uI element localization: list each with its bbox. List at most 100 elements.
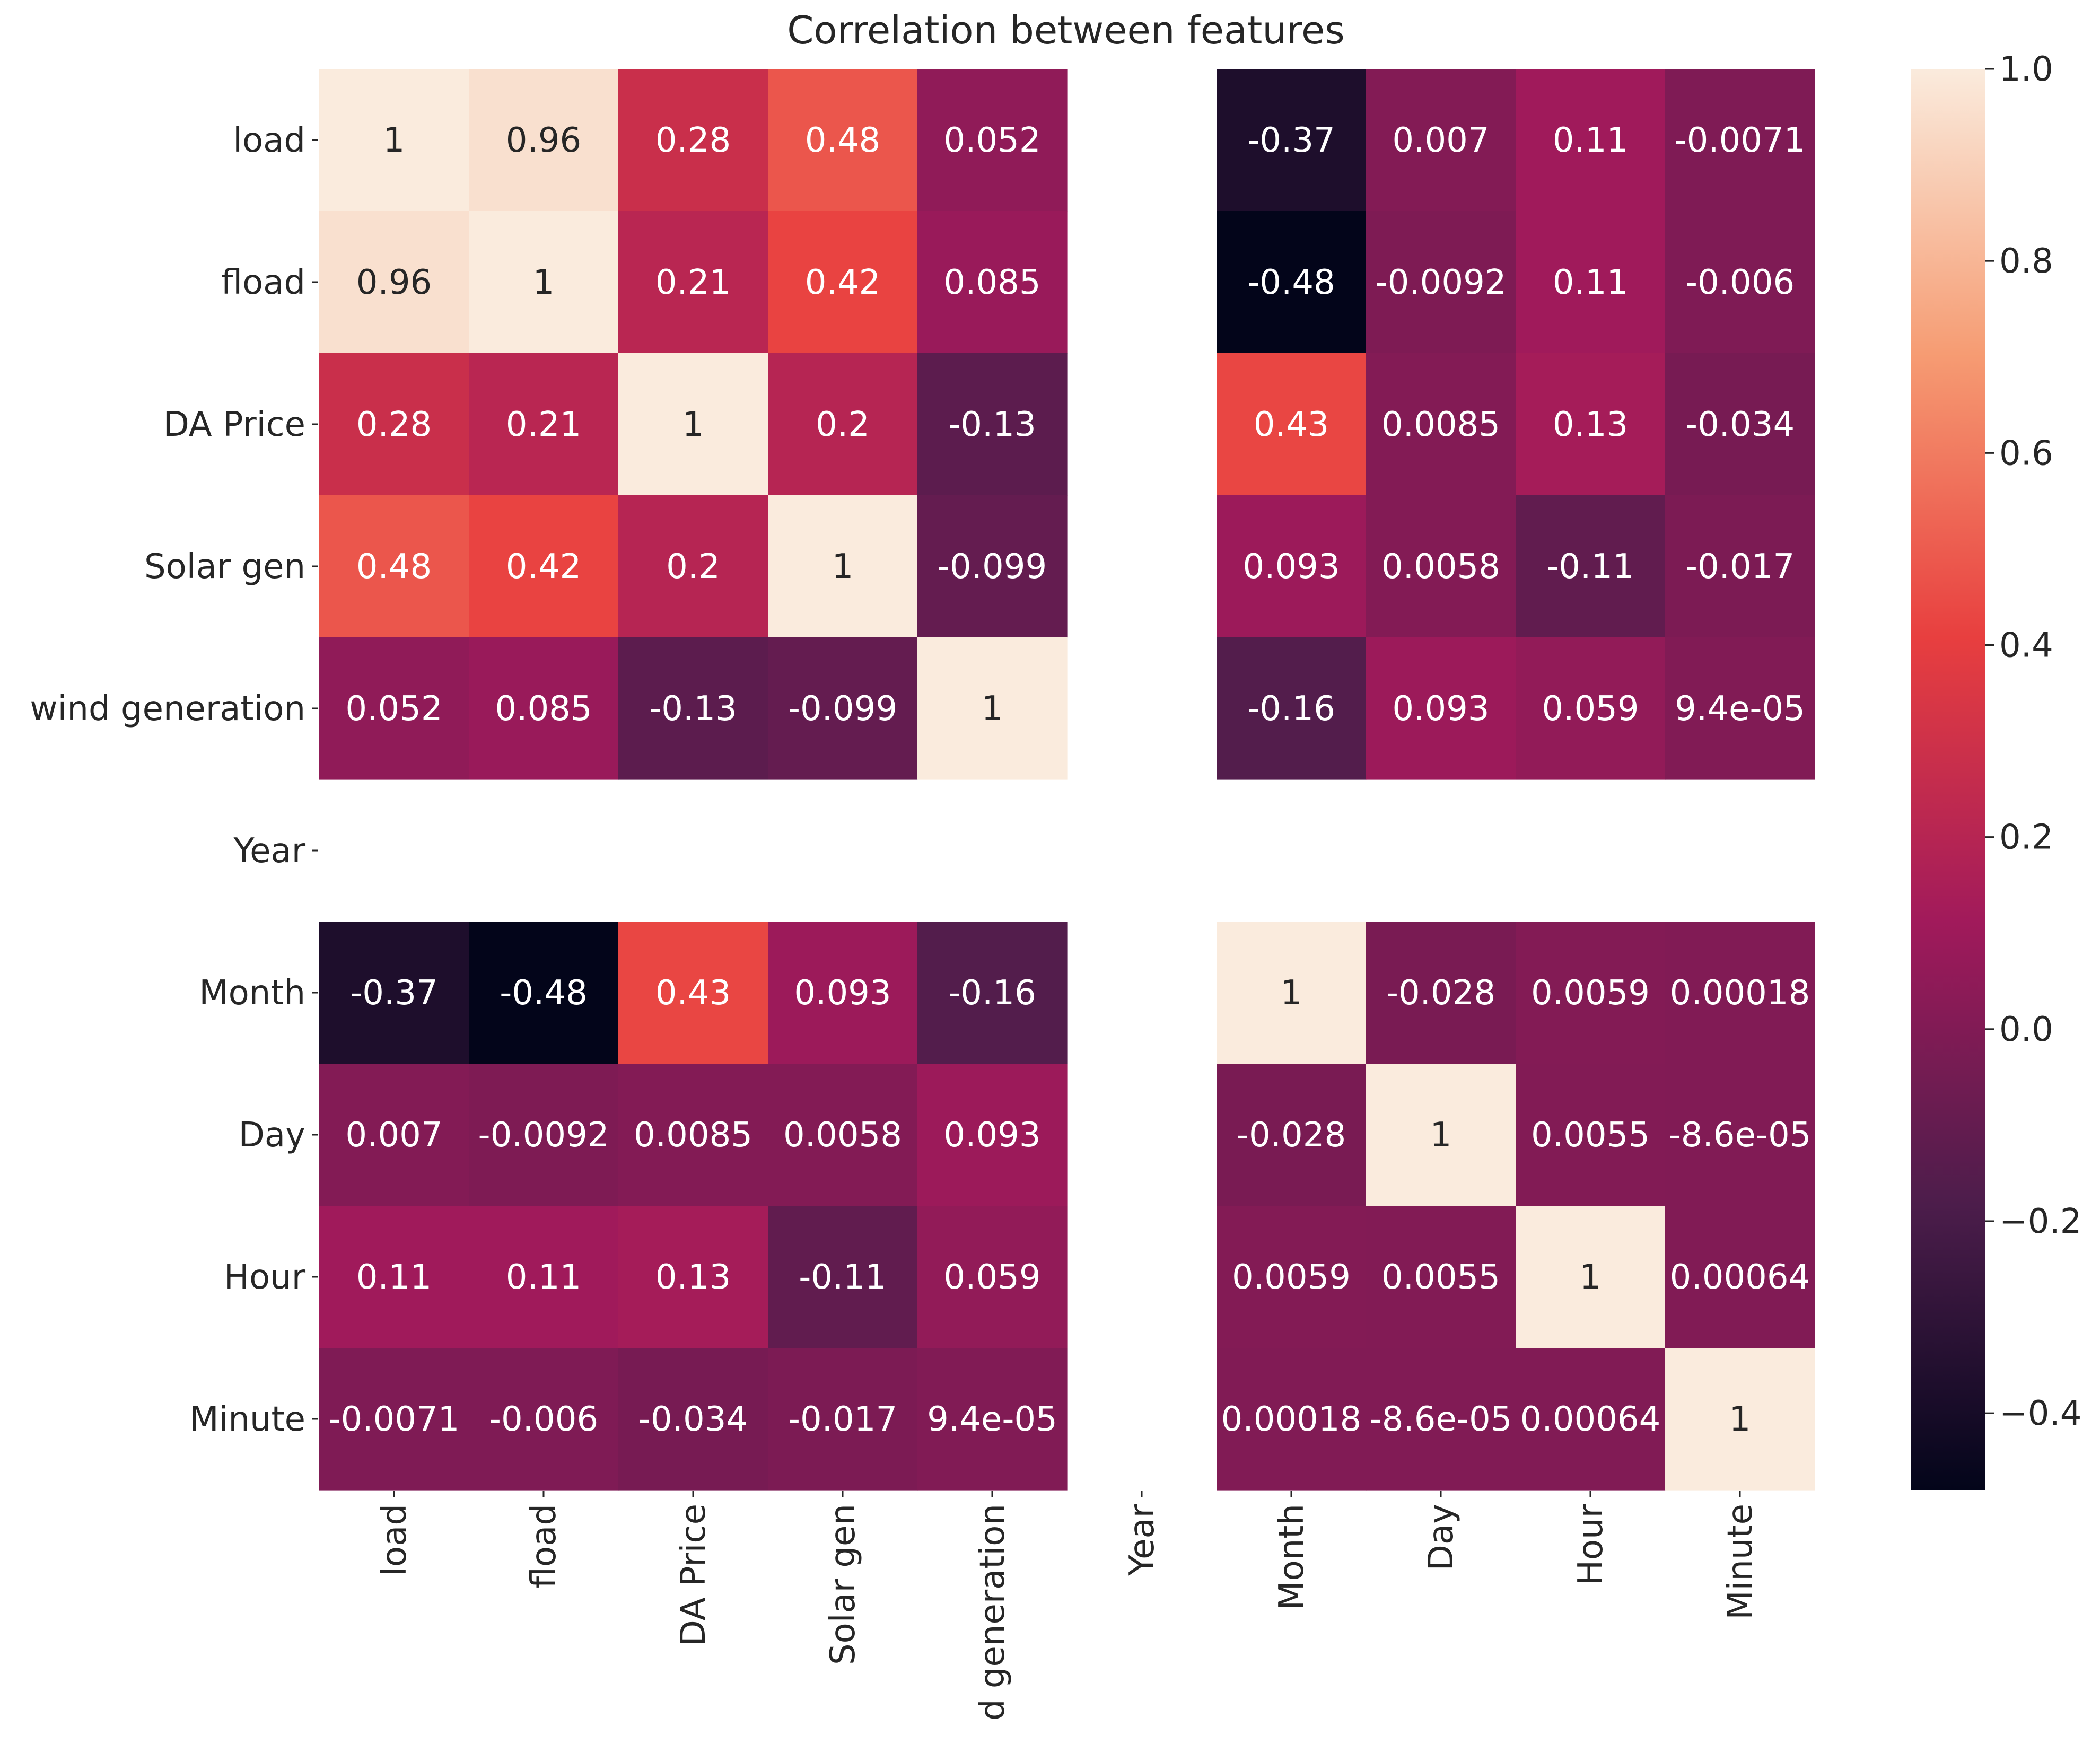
- heatmap-cell-r9-c9: [1665, 1348, 1815, 1491]
- heatmap-cell-r9-c7: [1366, 1348, 1516, 1491]
- heatmap-cell-r2-c2: [618, 353, 768, 496]
- heatmap-cell-r8-c3: [768, 1206, 918, 1348]
- cell-annotation-r9-c3: -0.017: [788, 1400, 897, 1439]
- colorbar-tick-label: 0.0: [1999, 1010, 2053, 1049]
- heatmap-cell-r8-c9: [1665, 1206, 1815, 1348]
- heatmap-cell-r9-c2: [618, 1348, 768, 1491]
- heatmap-cell-r1-c9: [1665, 211, 1815, 354]
- heatmap-cell-r0-c9: [1665, 69, 1815, 212]
- cell-annotation-r3-c3: 1: [832, 547, 854, 586]
- heatmap-cell-r7-c4: [917, 1064, 1068, 1206]
- x-tick-label: fload: [524, 1504, 564, 1588]
- heatmap-cell-r7-c7: [1366, 1064, 1516, 1206]
- heatmap-cell-r9-c6: [1217, 1348, 1367, 1491]
- cell-annotation-r2-c3: 0.2: [816, 405, 870, 444]
- colorbar-tick-label: 0.4: [1999, 626, 2053, 665]
- heatmap-cells: [319, 69, 1815, 1491]
- cell-annotation-r1-c2: 0.21: [655, 263, 731, 302]
- cell-annotation-r3-c4: -0.099: [938, 547, 1047, 586]
- heatmap-cell-r4-c8: [1516, 637, 1666, 780]
- heatmap-cell-r4-c3: [768, 637, 918, 780]
- heatmap-cell-r8-c6: [1217, 1206, 1367, 1348]
- cell-annotation-r9-c4: 9.4e-05: [927, 1400, 1057, 1439]
- y-tick-label: DA Price: [163, 405, 305, 444]
- chart-title: Correlation between features: [787, 8, 1345, 52]
- heatmap-cell-r1-c1: [469, 211, 619, 354]
- heatmap-cell-r4-c6: [1217, 637, 1367, 780]
- cell-annotation-r6-c4: -0.16: [948, 974, 1036, 1013]
- heatmap-cell-r4-c9: [1665, 637, 1815, 780]
- cell-annotation-r2-c0: 0.28: [356, 405, 432, 444]
- cell-annotation-r6-c1: -0.48: [500, 974, 588, 1013]
- cell-annotation-r0-c3: 0.48: [805, 121, 881, 160]
- cell-annotation-r1-c8: 0.11: [1553, 263, 1629, 302]
- cell-annotation-r9-c7: -8.6e-05: [1370, 1400, 1512, 1439]
- heatmap-cell-r8-c7: [1366, 1206, 1516, 1348]
- cell-annotation-r8-c9: 0.00064: [1670, 1258, 1810, 1297]
- heatmap-cell-r3-c3: [768, 495, 918, 638]
- cell-annotation-r4-c4: 1: [982, 689, 1003, 729]
- cell-annotation-r7-c8: 0.0055: [1531, 1116, 1650, 1155]
- heatmap-cell-r3-c1: [469, 495, 619, 638]
- heatmap-cell-r3-c7: [1366, 495, 1516, 638]
- heatmap-cell-r4-c7: [1366, 637, 1516, 780]
- cell-annotation-r4-c2: -0.13: [649, 689, 737, 729]
- heatmap-cell-r8-c8: [1516, 1206, 1666, 1348]
- heatmap-cell-r7-c8: [1516, 1064, 1666, 1206]
- heatmap-cell-r8-c4: [917, 1206, 1068, 1348]
- colorbar-tick-label: −0.2: [1999, 1202, 2081, 1241]
- heatmap-cell-r0-c2: [618, 69, 768, 212]
- heatmap-cell-r3-c8: [1516, 495, 1666, 638]
- cell-annotation-r1-c0: 0.96: [356, 263, 432, 302]
- cell-annotation-r9-c0: -0.0071: [328, 1400, 459, 1439]
- cell-annotation-r8-c6: 0.0059: [1232, 1258, 1351, 1297]
- x-tick-label: Day: [1422, 1504, 1461, 1571]
- cell-annotation-r2-c1: 0.21: [506, 405, 582, 444]
- cell-annotation-r6-c3: 0.093: [794, 974, 891, 1013]
- cell-annotation-r7-c1: -0.0092: [478, 1116, 609, 1155]
- heatmap-cell-r7-c9: [1665, 1064, 1815, 1206]
- cell-annotation-r8-c0: 0.11: [356, 1258, 432, 1297]
- x-tick-label: Year: [1123, 1503, 1162, 1576]
- cell-annotation-r1-c7: -0.0092: [1375, 263, 1506, 302]
- cell-annotation-r3-c0: 0.48: [356, 547, 432, 586]
- heatmap-cell-r3-c0: [319, 495, 469, 638]
- heatmap-cell-r0-c3: [768, 69, 918, 212]
- cell-annotation-r8-c8: 1: [1580, 1258, 1602, 1297]
- cell-annotation-r2-c6: 0.43: [1254, 405, 1329, 444]
- heatmap-cell-r0-c6: [1217, 69, 1367, 212]
- y-tick-label: Solar gen: [144, 547, 305, 586]
- cell-annotation-r3-c8: -0.11: [1546, 547, 1634, 586]
- y-tick-label: load: [233, 121, 305, 160]
- cell-annotation-r1-c9: -0.006: [1685, 263, 1795, 302]
- cell-annotation-r8-c1: 0.11: [506, 1258, 582, 1297]
- cell-annotation-r8-c2: 0.13: [655, 1258, 731, 1297]
- cell-annotation-r3-c6: 0.093: [1242, 547, 1340, 586]
- x-tick-label: Month: [1272, 1504, 1311, 1610]
- cell-annotation-r2-c7: 0.0085: [1381, 405, 1500, 444]
- cell-annotation-r6-c6: 1: [1281, 974, 1302, 1013]
- cell-annotation-r1-c1: 1: [533, 263, 555, 302]
- cell-annotation-r8-c7: 0.0055: [1381, 1258, 1500, 1297]
- heatmap-cell-r2-c8: [1516, 353, 1666, 496]
- heatmap-cell-r9-c1: [469, 1348, 619, 1491]
- cell-annotation-r0-c1: 0.96: [506, 121, 582, 160]
- heatmap-cell-r8-c0: [319, 1206, 469, 1348]
- heatmap-cell-r0-c8: [1516, 69, 1666, 212]
- cell-annotation-r0-c8: 0.11: [1553, 121, 1629, 160]
- heatmap-cell-r2-c4: [917, 353, 1068, 496]
- x-tick-label: Hour: [1571, 1503, 1611, 1585]
- colorbar-tick-label: 0.6: [1999, 434, 2053, 473]
- cell-annotation-r4-c1: 0.085: [495, 689, 592, 729]
- cell-annotation-r0-c7: 0.007: [1392, 121, 1489, 160]
- heatmap-cell-r6-c2: [618, 922, 768, 1064]
- cell-annotation-r1-c4: 0.085: [943, 263, 1040, 302]
- heatmap-cell-r3-c6: [1217, 495, 1367, 638]
- heatmap-cell-r2-c0: [319, 353, 469, 496]
- cell-annotation-r3-c1: 0.42: [506, 547, 582, 586]
- cell-annotation-r4-c9: 9.4e-05: [1675, 689, 1805, 729]
- y-tick-label: Minute: [189, 1400, 305, 1439]
- cell-annotation-r2-c9: -0.034: [1685, 405, 1795, 444]
- heatmap-cell-r6-c0: [319, 922, 469, 1064]
- cell-annotation-r8-c4: 0.059: [943, 1258, 1040, 1297]
